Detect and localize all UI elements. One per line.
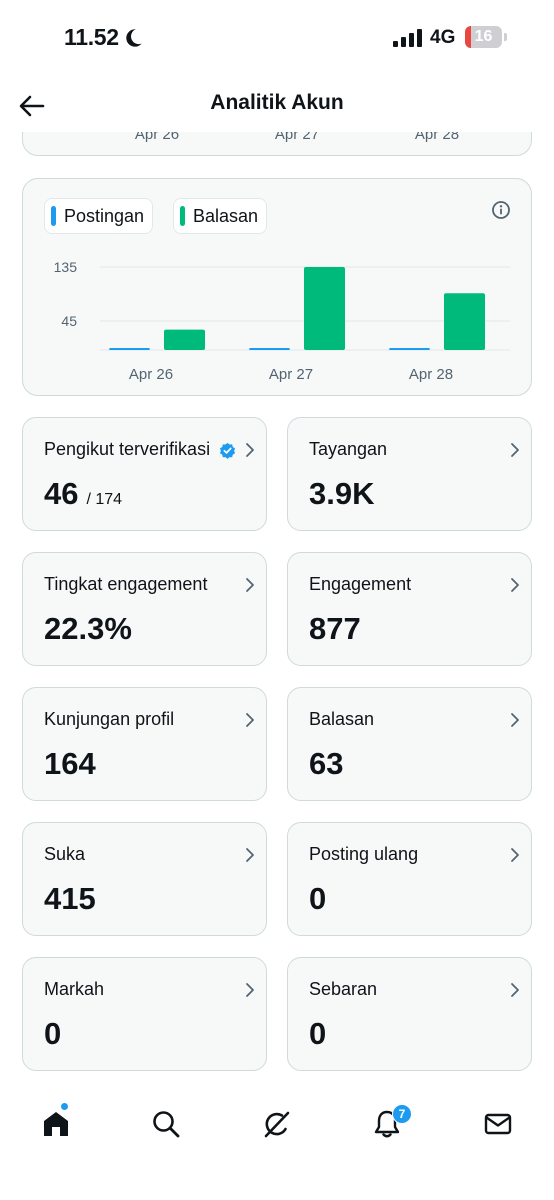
metric-value-number: 22.3% xyxy=(44,611,132,646)
search-icon xyxy=(153,1111,180,1138)
app-header: Analitik Akun xyxy=(0,76,554,132)
notifications-badge: 7 xyxy=(392,1104,412,1124)
home-icon xyxy=(44,1112,68,1136)
legend-swatch xyxy=(51,206,56,226)
metric-label: Markah xyxy=(44,979,105,999)
bar-postingan xyxy=(109,348,150,350)
mail-icon xyxy=(484,1113,512,1135)
metric-value: 164 xyxy=(44,746,96,782)
metric-value-number: 0 xyxy=(309,881,327,916)
metric-label: Engagement xyxy=(309,574,412,594)
nav-search[interactable] xyxy=(146,1104,186,1144)
activity-bar-chart: 135 45 Apr 26 Apr 27 Apr 28 xyxy=(54,259,510,383)
chevron-right-icon xyxy=(511,848,519,862)
metric-card-balasan[interactable]: Balasan 63 xyxy=(287,687,532,801)
metric-value: 0 xyxy=(44,1016,61,1052)
x-tick-label: Apr 28 xyxy=(409,366,453,383)
chevron-right-icon xyxy=(511,983,519,997)
chevron-right-icon xyxy=(246,848,254,862)
back-button[interactable] xyxy=(14,88,50,124)
battery-level: 16 xyxy=(474,28,493,45)
metric-label: Pengikut terverifikasi xyxy=(44,439,211,459)
metric-value-number: 46 xyxy=(44,476,79,511)
chevron-right-icon xyxy=(511,443,519,457)
bottom-navigation xyxy=(0,1090,554,1160)
metric-value: 22.3% xyxy=(44,611,132,647)
status-time: 11.52 xyxy=(64,24,119,50)
metric-card-markah[interactable]: Markah 0 xyxy=(22,957,267,1071)
chevron-right-icon xyxy=(246,578,254,592)
metric-label: Tingkat engagement xyxy=(44,574,208,594)
metric-card-pengikut-terverifikasi[interactable]: Pengikut terverifikasi 46 / 174 xyxy=(22,417,267,531)
metric-card-tingkat-engagement[interactable]: Tingkat engagement 22.3% xyxy=(22,552,267,666)
metric-label: Tayangan xyxy=(309,439,388,459)
metric-card-suka[interactable]: Suka 415 xyxy=(22,822,267,936)
metric-value-number: 3.9K xyxy=(309,476,375,511)
metric-card-engagement[interactable]: Engagement 877 xyxy=(287,552,532,666)
status-bar: 11.52 4G 16 xyxy=(0,0,554,76)
metric-value: 0 xyxy=(309,881,326,917)
legend-item-postingan[interactable]: Postingan xyxy=(44,198,154,234)
nav-messages[interactable] xyxy=(478,1104,518,1144)
grok-icon xyxy=(264,1111,290,1138)
metric-card-sebaran[interactable]: Sebaran 0 xyxy=(287,957,532,1071)
chevron-right-icon xyxy=(246,713,254,727)
signal-icon xyxy=(393,29,422,47)
page-title: Analitik Akun xyxy=(210,91,344,114)
bar-balasan xyxy=(444,293,485,350)
bar-balasan xyxy=(164,329,205,350)
x-tick-label: Apr 27 xyxy=(269,366,313,383)
chevron-right-icon xyxy=(246,983,254,997)
chevron-right-icon xyxy=(511,578,519,592)
metric-label: Posting ulang xyxy=(309,844,419,864)
arrow-left-icon xyxy=(19,95,45,117)
battery-indicator: 16 xyxy=(465,26,507,50)
metric-card-kunjungan-profil[interactable]: Kunjungan profil 164 xyxy=(22,687,267,801)
network-type: 4G xyxy=(430,27,456,48)
battery-fill xyxy=(465,26,471,48)
bar-postingan xyxy=(249,348,290,350)
nav-home[interactable] xyxy=(36,1104,76,1144)
metric-value-number: 0 xyxy=(44,1016,62,1051)
y-tick-label: 135 xyxy=(54,259,78,275)
y-tick-label: 45 xyxy=(61,313,77,329)
legend-swatch xyxy=(180,206,185,226)
legend-item-balasan[interactable]: Balasan xyxy=(173,198,268,234)
metric-label: Kunjungan profil xyxy=(44,709,175,729)
metric-value: 3.9K xyxy=(309,476,374,512)
chevron-right-icon xyxy=(246,443,254,457)
metric-label: Suka xyxy=(44,844,86,864)
metric-value-number: 164 xyxy=(44,746,96,781)
nav-grok[interactable] xyxy=(257,1104,297,1144)
bar-balasan xyxy=(304,267,345,350)
verified-badge-icon xyxy=(219,442,236,459)
chevron-right-icon xyxy=(511,713,519,727)
legend-label: Balasan xyxy=(193,205,259,226)
metric-value: 46 / 174 xyxy=(44,476,122,512)
metric-value-number: 415 xyxy=(44,881,96,916)
metric-total: / 174 xyxy=(86,491,123,508)
metric-value-number: 63 xyxy=(309,746,344,781)
metric-value: 0 xyxy=(309,1016,326,1052)
legend-label: Postingan xyxy=(64,205,145,226)
metric-value-number: 877 xyxy=(309,611,361,646)
metric-value: 63 xyxy=(309,746,343,782)
metric-label: Sebaran xyxy=(309,979,378,999)
info-icon[interactable] xyxy=(490,199,512,221)
home-unread-dot xyxy=(60,1102,69,1111)
metric-card-tayangan[interactable]: Tayangan 3.9K xyxy=(287,417,532,531)
metric-value: 877 xyxy=(309,611,361,647)
metric-value: 415 xyxy=(44,881,96,917)
metric-label: Balasan xyxy=(309,709,375,729)
bar-postingan xyxy=(389,348,430,350)
moon-icon xyxy=(126,29,142,47)
metric-card-posting-ulang[interactable]: Posting ulang 0 xyxy=(287,822,532,936)
metric-value-number: 0 xyxy=(309,1016,327,1051)
x-tick-label: Apr 26 xyxy=(129,366,173,383)
